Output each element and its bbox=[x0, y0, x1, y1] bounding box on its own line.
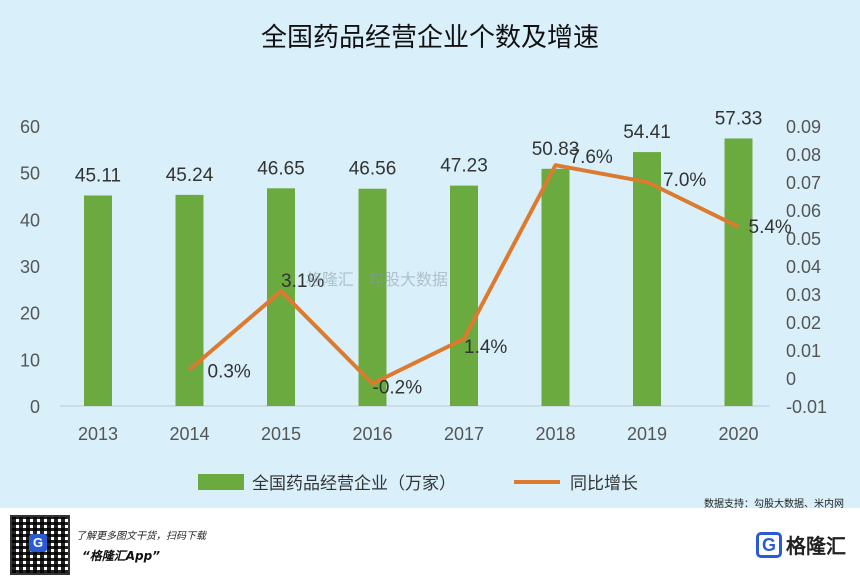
legend-label-bar: 全国药品经营企业（万家） bbox=[252, 474, 456, 494]
x-tick-label: 2013 bbox=[78, 424, 118, 444]
growth-value-label: 5.4% bbox=[749, 217, 792, 238]
data-source: 数据支持：勾股大数据、米内网 bbox=[704, 499, 844, 510]
bar-value-label: 46.56 bbox=[349, 159, 397, 180]
x-tick-label: 2017 bbox=[444, 424, 484, 444]
bar bbox=[633, 152, 661, 406]
bar-value-label: 47.23 bbox=[440, 156, 488, 177]
qr-badge-icon: G bbox=[29, 534, 47, 552]
x-axis: 2013 2014 2015 2016 2017 2018 2019 2020 bbox=[78, 424, 759, 444]
growth-line bbox=[188, 163, 740, 386]
right-tick-label: 0.01 bbox=[786, 341, 821, 361]
growth-value-label: 7.6% bbox=[570, 147, 613, 168]
right-axis: -0.01 0 0.01 0.02 0.03 0.04 0.05 0.06 0.07 0.08 0.… bbox=[786, 117, 827, 417]
growth-value-label: 7.0% bbox=[663, 170, 706, 191]
bar bbox=[450, 185, 478, 406]
line-labels: 0.3% 3.1% -0.2% 1.4% 7.6% 7.0% 5.4% bbox=[208, 147, 792, 398]
left-tick-label: 60 bbox=[20, 117, 40, 137]
watermark: 格隆汇 勾股大数据 bbox=[306, 266, 448, 290]
bar bbox=[175, 194, 204, 406]
right-tick-label: -0.01 bbox=[786, 397, 827, 417]
logo-icon: G bbox=[756, 531, 782, 558]
brand-logo: G 格隆汇 bbox=[756, 530, 846, 559]
promo-text: 了解更多图文干货，扫码下载 bbox=[76, 531, 206, 542]
growth-value-label: -0.2% bbox=[373, 378, 423, 399]
watermark-right: 勾股大数据 bbox=[368, 270, 449, 289]
bar bbox=[541, 168, 570, 406]
bar-value-label: 57.33 bbox=[715, 108, 763, 129]
x-tick-label: 2016 bbox=[352, 424, 392, 444]
bar-value-label: 50.83 bbox=[532, 139, 580, 160]
growth-value-label: 1.4% bbox=[464, 337, 507, 358]
x-tick-label: 2019 bbox=[627, 424, 667, 444]
legend: 全国药品经营企业（万家） 同比增长 bbox=[198, 474, 638, 494]
bar-series bbox=[84, 138, 753, 406]
right-tick-label: 0 bbox=[786, 369, 796, 389]
left-tick-label: 20 bbox=[20, 304, 40, 324]
right-tick-label: 0.03 bbox=[786, 285, 821, 305]
line-series bbox=[188, 163, 740, 386]
right-tick-label: 0.04 bbox=[786, 257, 821, 277]
x-tick-label: 2020 bbox=[718, 424, 758, 444]
bar-value-label: 45.11 bbox=[75, 165, 121, 186]
bar-labels: 45.11 45.24 46.65 46.56 47.23 50.83 54.41 57.33 bbox=[75, 108, 762, 186]
right-tick-label: 0.05 bbox=[786, 229, 821, 249]
right-tick-label: 0.09 bbox=[786, 117, 821, 137]
x-tick-label: 2018 bbox=[535, 424, 575, 444]
promo-app-name: “格隆汇App” bbox=[82, 549, 160, 563]
footer-band bbox=[0, 508, 860, 583]
right-tick-label: 0.02 bbox=[786, 313, 821, 333]
bar bbox=[84, 195, 112, 406]
x-tick-label: 2015 bbox=[261, 424, 301, 444]
bar-value-label: 46.65 bbox=[257, 158, 305, 179]
growth-value-label: 3.1% bbox=[281, 271, 324, 292]
watermark-left: 格隆汇 bbox=[306, 270, 355, 289]
left-tick-label: 30 bbox=[20, 257, 40, 277]
right-tick-label: 0.08 bbox=[786, 145, 821, 165]
chart-title: 全国药品经营企业个数及增速 bbox=[261, 23, 599, 53]
bar bbox=[358, 188, 387, 406]
right-tick-label: 0.06 bbox=[786, 201, 821, 221]
left-tick-label: 10 bbox=[20, 350, 40, 370]
left-tick-label: 40 bbox=[20, 210, 40, 230]
legend-swatch-bar bbox=[198, 474, 244, 490]
logo-text: 格隆汇 bbox=[786, 534, 846, 558]
bar bbox=[724, 138, 753, 406]
growth-value-label: 0.3% bbox=[208, 362, 251, 383]
right-tick-label: 0.07 bbox=[786, 173, 821, 193]
bar-value-label: 54.41 bbox=[623, 122, 671, 143]
left-tick-label: 0 bbox=[30, 397, 40, 417]
left-tick-label: 50 bbox=[20, 164, 40, 184]
legend-label-line: 同比增长 bbox=[570, 474, 638, 494]
left-axis: 0 10 20 30 40 50 60 bbox=[20, 117, 40, 417]
bar-value-label: 45.24 bbox=[166, 165, 214, 186]
x-tick-label: 2014 bbox=[169, 424, 209, 444]
